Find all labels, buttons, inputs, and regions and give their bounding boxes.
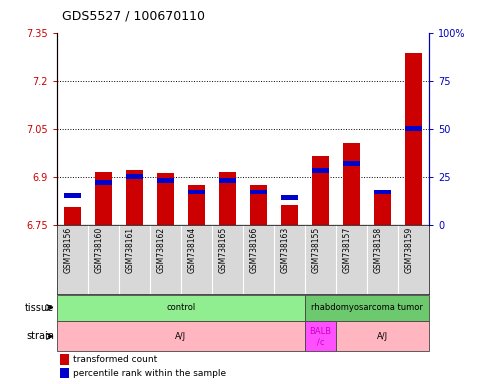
Text: GSM738162: GSM738162 xyxy=(156,227,165,273)
Bar xyxy=(188,190,205,194)
Text: transformed count: transformed count xyxy=(73,355,157,364)
Text: GSM738156: GSM738156 xyxy=(63,227,72,273)
Bar xyxy=(305,295,429,321)
Bar xyxy=(405,126,422,131)
Text: A/J: A/J xyxy=(377,332,388,341)
Bar xyxy=(219,172,236,225)
Text: tissue: tissue xyxy=(25,303,54,313)
Bar xyxy=(343,143,360,225)
Bar xyxy=(312,156,329,225)
Bar xyxy=(95,180,112,185)
Bar xyxy=(157,174,174,225)
Bar xyxy=(281,205,298,225)
Bar xyxy=(336,321,429,351)
Text: control: control xyxy=(166,303,195,312)
Bar xyxy=(312,169,329,173)
Bar xyxy=(61,354,69,365)
Bar xyxy=(61,368,69,379)
Bar xyxy=(64,194,81,198)
Text: GSM738155: GSM738155 xyxy=(312,227,320,273)
Text: GSM738165: GSM738165 xyxy=(218,227,227,273)
Bar xyxy=(126,170,143,225)
Text: GSM738163: GSM738163 xyxy=(281,227,289,273)
Text: GSM738159: GSM738159 xyxy=(404,227,414,273)
Bar xyxy=(250,190,267,194)
Bar xyxy=(281,195,298,200)
Bar xyxy=(219,178,236,183)
Bar xyxy=(57,321,305,351)
Bar xyxy=(374,190,391,194)
Bar xyxy=(188,185,205,225)
Bar xyxy=(405,53,422,225)
Bar xyxy=(157,178,174,183)
Text: GSM738164: GSM738164 xyxy=(187,227,196,273)
Bar xyxy=(374,194,391,225)
Bar xyxy=(250,185,267,225)
Bar xyxy=(343,161,360,166)
Text: percentile rank within the sample: percentile rank within the sample xyxy=(73,369,226,378)
Bar xyxy=(57,295,305,321)
Bar xyxy=(126,174,143,179)
Text: GSM738157: GSM738157 xyxy=(342,227,352,273)
Text: GSM738166: GSM738166 xyxy=(249,227,258,273)
Text: GSM738160: GSM738160 xyxy=(94,227,103,273)
Text: BALB
/c: BALB /c xyxy=(309,327,331,346)
Text: strain: strain xyxy=(26,331,54,341)
Text: GSM738158: GSM738158 xyxy=(373,227,383,273)
Text: GDS5527 / 100670110: GDS5527 / 100670110 xyxy=(62,10,205,23)
Text: A/J: A/J xyxy=(175,332,186,341)
Text: GSM738161: GSM738161 xyxy=(125,227,134,273)
Bar xyxy=(305,321,336,351)
Bar xyxy=(95,172,112,225)
Bar xyxy=(64,207,81,225)
Text: rhabdomyosarcoma tumor: rhabdomyosarcoma tumor xyxy=(311,303,423,312)
